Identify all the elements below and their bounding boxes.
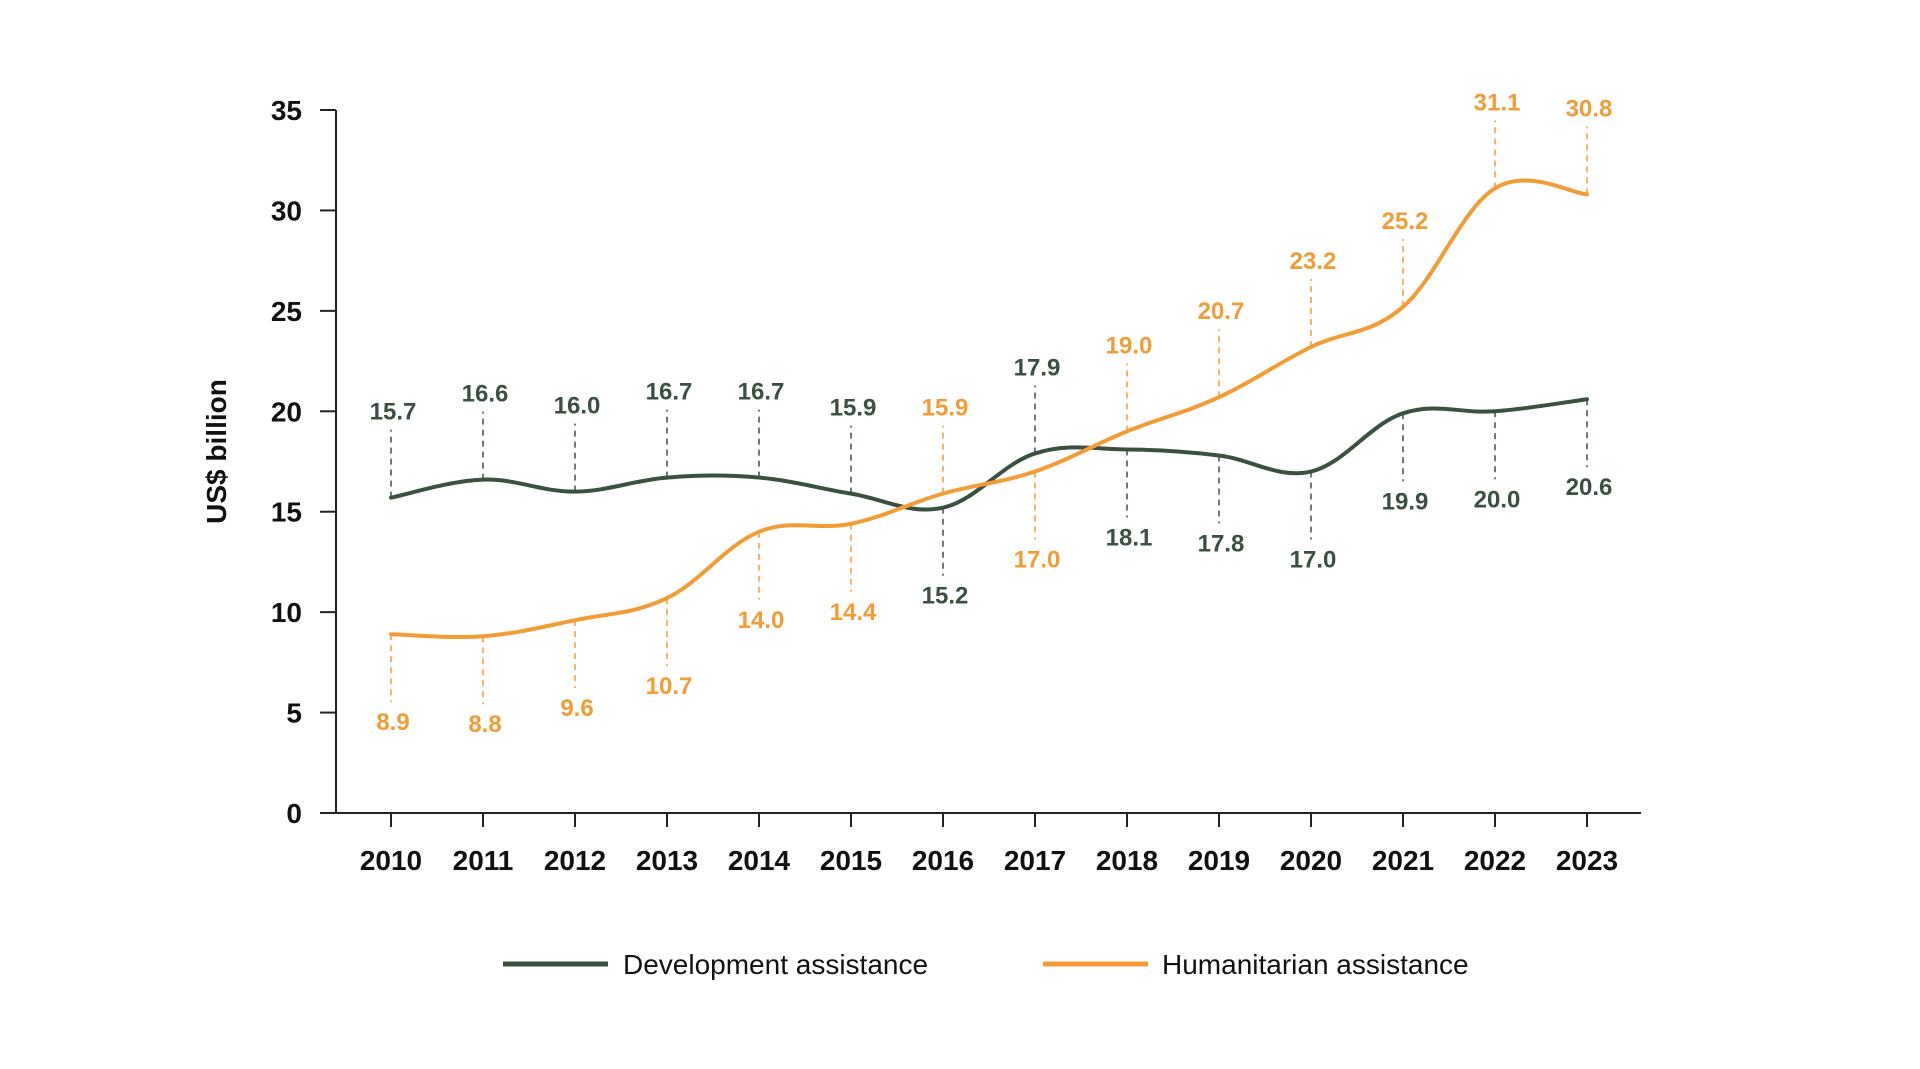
data-label-humanitarian: 23.2: [1290, 248, 1337, 275]
data-label-humanitarian: 17.0: [1014, 547, 1061, 574]
data-label-development: 16.6: [462, 381, 509, 408]
series-line-humanitarian: [389, 178, 1589, 640]
label-guides: [390, 120, 1588, 705]
y-tick-label: 5: [286, 698, 302, 729]
axes: 0 5 10 15 20 25 30 35 US$ billion 2010 2011 2012 201…: [201, 95, 1641, 876]
x-tick-label: 2016: [912, 845, 974, 876]
x-tick-label: 2012: [544, 845, 606, 876]
data-label-development: 20.0: [1474, 486, 1521, 513]
y-tick-label: 0: [286, 798, 302, 829]
data-label-humanitarian: 19.0: [1106, 332, 1153, 359]
x-tick-label: 2020: [1280, 845, 1342, 876]
data-label-development: 15.9: [830, 395, 877, 422]
x-tick-label: 2021: [1372, 845, 1434, 876]
data-label-humanitarian: 14.4: [830, 599, 877, 626]
data-label-development: 15.7: [370, 399, 417, 426]
y-tick-label: 30: [271, 195, 302, 226]
data-label-development: 16.0: [554, 393, 601, 420]
x-tick-label: 2013: [636, 845, 698, 876]
data-label-humanitarian: 30.8: [1566, 95, 1613, 122]
data-label-humanitarian: 15.9: [922, 395, 969, 422]
data-label-development: 17.8: [1198, 530, 1245, 557]
data-label-humanitarian: 14.0: [738, 607, 785, 634]
legend-label-development: Development assistance: [623, 949, 928, 980]
data-label-humanitarian: 9.6: [560, 695, 593, 722]
data-label-development: 15.2: [922, 583, 969, 610]
x-tick-label: 2017: [1004, 845, 1066, 876]
y-tick-label: 25: [271, 296, 302, 327]
y-tick-label: 10: [271, 597, 302, 628]
data-label-development: 17.0: [1290, 547, 1337, 574]
x-tick-label: 2015: [820, 845, 882, 876]
y-tick-label: 35: [271, 95, 302, 126]
data-label-humanitarian: 8.8: [468, 711, 501, 738]
x-tick-label: 2011: [453, 845, 514, 876]
y-tick-label: 15: [271, 497, 302, 528]
data-label-development: 18.1: [1106, 524, 1153, 551]
data-label-humanitarian: 25.2: [1382, 208, 1429, 235]
y-tick-label: 20: [271, 396, 302, 427]
x-tick-label: 2010: [360, 845, 422, 876]
data-label-development: 16.7: [646, 379, 693, 406]
data-label-development: 16.7: [738, 379, 785, 406]
data-label-development: 17.9: [1014, 354, 1061, 381]
x-tick-label: 2019: [1188, 845, 1250, 876]
data-label-humanitarian: 20.7: [1198, 298, 1245, 325]
series-lines: [389, 178, 1589, 640]
data-label-humanitarian: 8.9: [376, 709, 409, 736]
x-tick-label: 2018: [1096, 845, 1158, 876]
data-label-development: 20.6: [1566, 474, 1613, 501]
series-line-development: [389, 397, 1589, 512]
data-label-development: 19.9: [1382, 488, 1429, 515]
data-label-humanitarian: 10.7: [646, 673, 693, 700]
legend-label-humanitarian: Humanitarian assistance: [1162, 949, 1469, 980]
x-tick-label: 2022: [1464, 845, 1526, 876]
x-tick-label: 2014: [728, 845, 791, 876]
x-tick-label: 2023: [1556, 845, 1618, 876]
data-label-humanitarian: 31.1: [1474, 89, 1521, 116]
data-labels: 15.7 16.6 16.0 16.7 16.7 15.9 15.2 17.9 18.1 17.8…: [370, 89, 1613, 738]
legend: Development assistance Humanitarian assi…: [503, 949, 1469, 980]
y-axis-title: US$ billion: [201, 379, 232, 524]
